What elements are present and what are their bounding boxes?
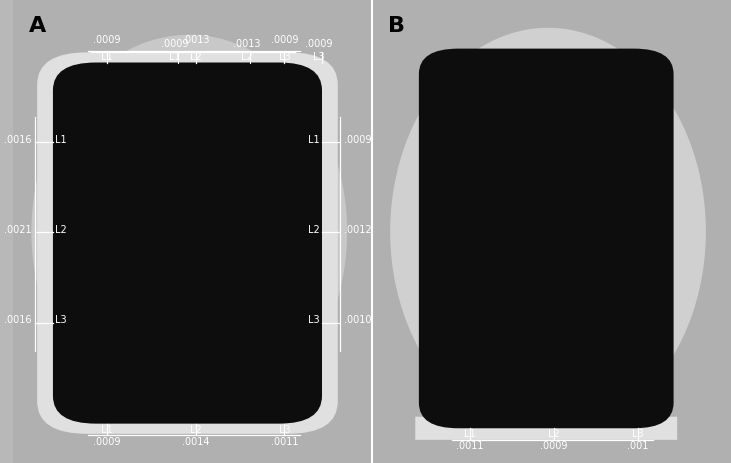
Text: L3: L3 [279, 425, 290, 435]
Text: .0011: .0011 [456, 441, 484, 451]
Text: L2: L2 [240, 52, 252, 63]
Text: .0009: .0009 [161, 39, 189, 49]
Text: .0013: .0013 [233, 39, 260, 49]
Ellipse shape [390, 28, 706, 435]
FancyBboxPatch shape [37, 52, 338, 434]
Text: .0016: .0016 [4, 135, 31, 144]
Text: .0009: .0009 [93, 437, 121, 447]
Text: B: B [388, 16, 405, 36]
Text: L1: L1 [101, 425, 113, 435]
Text: L2: L2 [189, 425, 202, 435]
Text: .0009: .0009 [540, 441, 568, 451]
Text: .0014: .0014 [182, 437, 209, 447]
Text: .0009: .0009 [305, 39, 332, 49]
Text: A: A [29, 16, 47, 36]
Text: L2: L2 [55, 225, 67, 235]
Text: L2: L2 [548, 429, 560, 439]
Text: .0009: .0009 [344, 135, 371, 144]
FancyBboxPatch shape [415, 417, 677, 440]
Text: L1: L1 [55, 135, 67, 144]
Text: L3: L3 [308, 315, 320, 325]
Text: .0012: .0012 [344, 225, 371, 235]
Ellipse shape [31, 35, 347, 428]
Text: .0009: .0009 [93, 35, 121, 45]
Text: L1: L1 [308, 135, 320, 144]
Bar [13, 0, 372, 463]
Text: L3: L3 [55, 315, 67, 325]
Text: L2: L2 [308, 225, 320, 235]
FancyBboxPatch shape [419, 49, 673, 428]
Text: .0009: .0009 [270, 35, 298, 45]
Text: L2: L2 [189, 52, 202, 62]
Text: L3: L3 [279, 52, 290, 62]
Text: .0016: .0016 [4, 315, 31, 325]
Text: .001: .001 [627, 441, 648, 451]
Text: .0010: .0010 [344, 315, 371, 325]
Bar [372, 0, 731, 463]
Text: .0021: .0021 [4, 225, 31, 235]
FancyBboxPatch shape [53, 63, 322, 424]
Text: .0011: .0011 [270, 437, 298, 447]
Text: L1: L1 [169, 52, 181, 63]
Text: .0013: .0013 [182, 35, 209, 45]
Text: L3: L3 [632, 429, 644, 439]
Text: L3: L3 [313, 52, 325, 63]
Text: L1: L1 [464, 429, 476, 439]
Text: L1: L1 [101, 52, 113, 62]
